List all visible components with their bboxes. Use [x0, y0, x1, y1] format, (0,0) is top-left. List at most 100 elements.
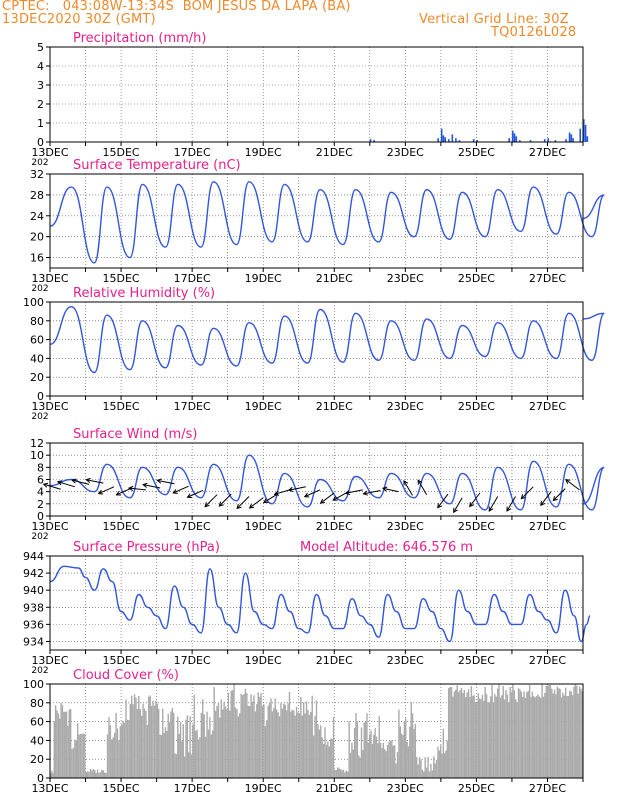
cloud-bar [155, 700, 157, 778]
cloud-bar [311, 695, 313, 778]
cloud-bar [138, 695, 140, 778]
cloud-bar [271, 711, 274, 778]
x-tick-label: 19DEC [245, 782, 282, 795]
wind-arrow [116, 487, 132, 496]
y-tick-label: 934 [23, 635, 44, 648]
cloud-bar [153, 705, 156, 778]
y-tick-label: 5 [37, 41, 44, 54]
cloud-bar [433, 756, 435, 778]
cloud-bar [67, 725, 69, 778]
precip-bar [458, 140, 461, 142]
wind-arrowhead [85, 477, 91, 484]
cloud-bar [221, 709, 224, 778]
cloud-bar [210, 734, 213, 778]
cloud-bar [483, 700, 485, 778]
cloud-bar [382, 742, 385, 778]
x-year-label: 202 [31, 532, 48, 542]
precip-bar [568, 132, 571, 142]
cloud-bar [546, 685, 549, 778]
cloud-bar [457, 692, 460, 778]
panel-title: Relative Humidity (%) [73, 286, 215, 301]
cloud-bar [424, 757, 426, 778]
wind-arrow [43, 483, 61, 490]
x-tick-label: 13DEC [31, 146, 68, 159]
wind-arrowhead [319, 498, 326, 504]
cloud-bar [157, 708, 160, 778]
wind-arrowhead [42, 482, 49, 488]
cloud-bar [491, 685, 493, 778]
cloud-bar [196, 729, 198, 778]
wind-arrowhead [115, 490, 121, 496]
cloud-bar [268, 702, 271, 778]
wind-arrowhead [453, 507, 458, 514]
cloud-bar [484, 686, 486, 778]
cloud-bar [209, 717, 211, 778]
cloud-bar [570, 691, 572, 778]
wind-arrowhead [142, 482, 148, 488]
cloud-bar [84, 733, 86, 778]
cloud-bar [515, 699, 517, 778]
wind-arrowhead [381, 486, 388, 492]
cloud-bar [510, 692, 513, 778]
x-tick-label: 27DEC [529, 400, 566, 413]
x-tick-label: 23DEC [387, 782, 424, 795]
x-tick-label: 21DEC [316, 400, 353, 413]
cloud-bar [456, 685, 458, 778]
cloud-bar [347, 771, 349, 778]
y-tick-label: 6 [37, 474, 44, 487]
cloud-bar [434, 763, 436, 778]
cloud-bar [183, 756, 186, 778]
panel-1: 0 1 2 3 4 5 Precipitation (mm/h) 13DEC 15DEC 17DE… [31, 31, 589, 168]
cloud-bar [142, 703, 144, 778]
precip-bar [579, 128, 582, 142]
cloud-bar [202, 699, 204, 778]
cloud-bar [60, 703, 62, 778]
cloud-bar [334, 770, 336, 778]
cloud-bar [375, 736, 378, 778]
cloud-bar [284, 704, 286, 778]
cloud-bar [530, 696, 532, 778]
cloud-bar [402, 735, 404, 778]
cloud-bar [374, 728, 376, 778]
cloud-bar [337, 767, 339, 778]
cloud-bar [246, 693, 248, 778]
y-tick-label: 4 [37, 486, 44, 499]
cloud-bar [206, 711, 208, 778]
cloud-bar [99, 771, 102, 778]
cloud-bar [581, 691, 584, 778]
y-tick-label: 60 [30, 716, 44, 729]
wind-arrowhead [56, 480, 63, 486]
cloud-bar [469, 696, 471, 778]
cloud-bar [94, 770, 96, 778]
cloud-bar [239, 713, 241, 778]
wind-arrowhead [287, 486, 294, 493]
cloud-bar [254, 711, 257, 778]
cloud-bar [280, 703, 282, 778]
cloud-bar [253, 695, 255, 778]
wind-arrow [304, 489, 321, 498]
cloud-bar [526, 692, 528, 778]
precip-bar [515, 136, 518, 142]
cloud-bar [335, 769, 338, 778]
cloud-bar [131, 695, 133, 778]
cloud-bar [72, 747, 75, 778]
cloud-bar [247, 705, 249, 778]
cloud-bar [415, 756, 418, 778]
cloud-bar [241, 695, 244, 778]
cloud-bar [219, 717, 221, 778]
cloud-bar [399, 726, 401, 778]
cloud-bar [427, 756, 429, 778]
cloud-bar [538, 696, 541, 778]
cloud-bar [332, 716, 335, 778]
cloud-bar [378, 716, 380, 778]
cloud-bar [143, 708, 146, 778]
cloud-bar [121, 724, 123, 778]
cloud-bar [540, 697, 542, 778]
cloud-bar [541, 684, 543, 778]
cloud-bar [234, 707, 237, 778]
header-station: BOM JESUS DA LAPA (BA) [182, 0, 351, 14]
series-line [49, 454, 605, 511]
cloud-bar [476, 701, 478, 778]
cloud-bar [297, 712, 299, 778]
y-tick-label: 0 [37, 390, 44, 403]
